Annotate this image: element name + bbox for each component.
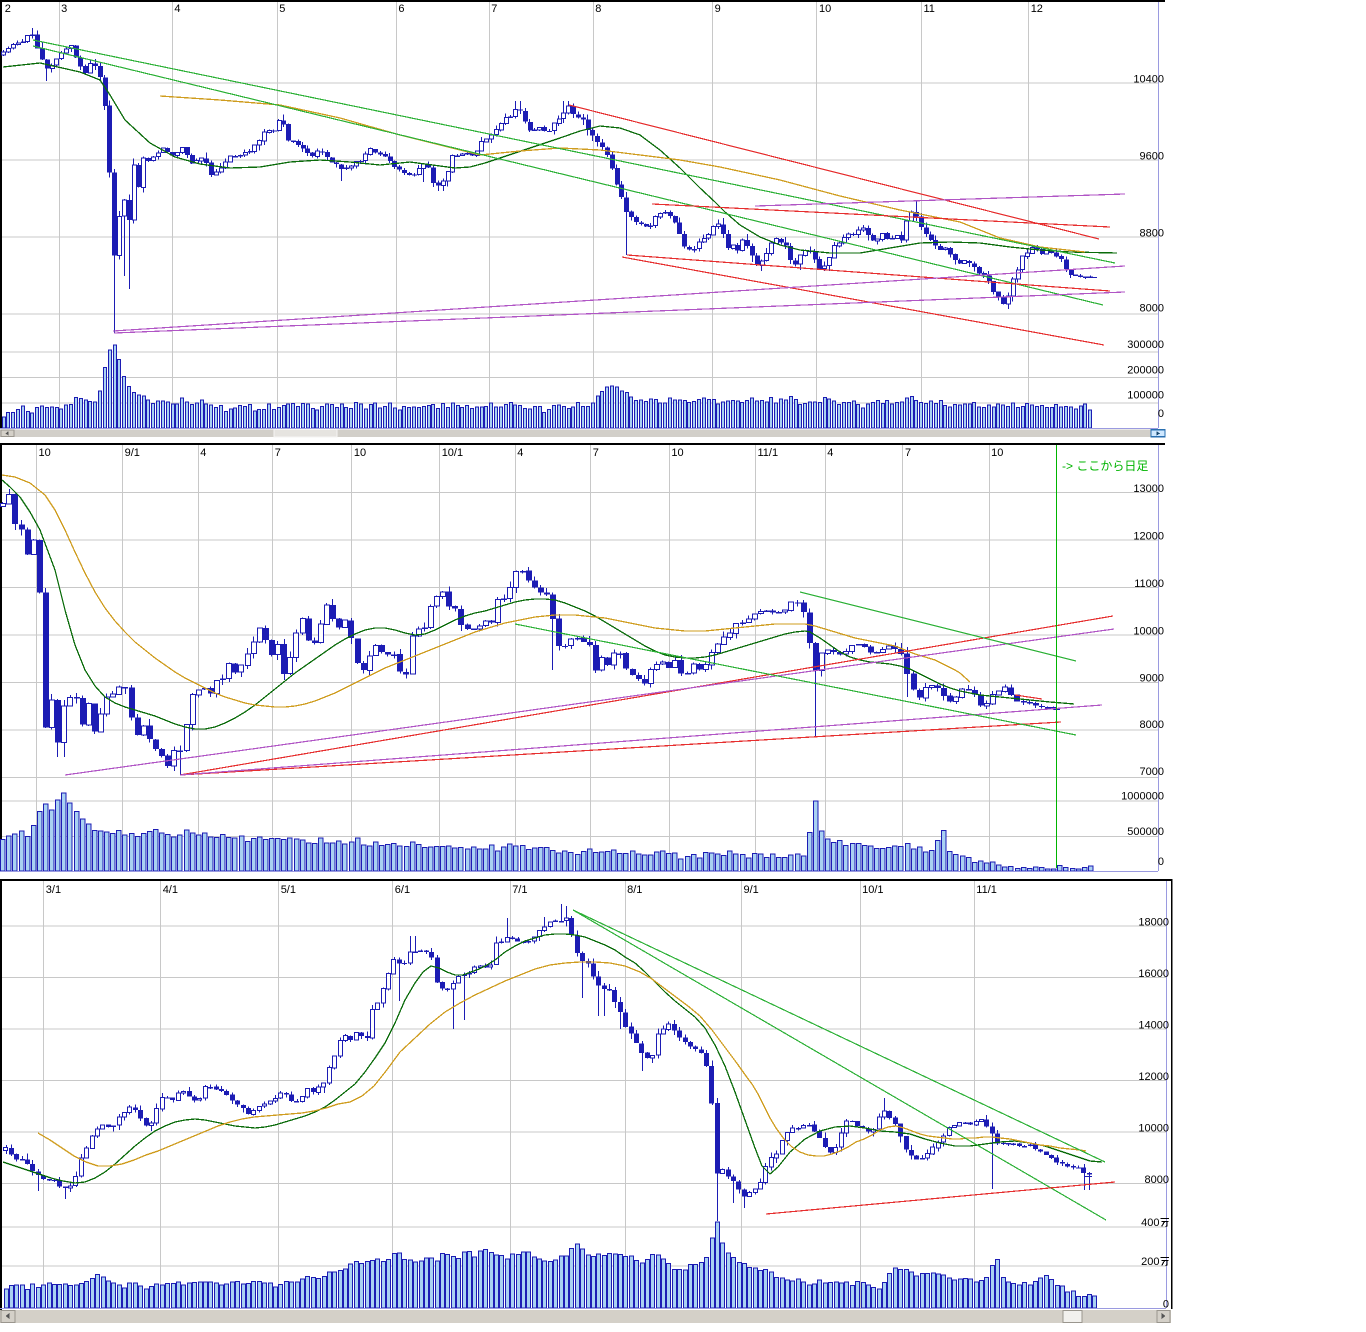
svg-text:4: 4: [200, 447, 206, 459]
svg-text:9: 9: [715, 3, 721, 15]
svg-text:14000: 14000: [1138, 1019, 1169, 1031]
svg-text:9/1: 9/1: [125, 447, 140, 459]
svg-text:4: 4: [174, 3, 180, 15]
svg-text:12: 12: [1031, 3, 1043, 15]
svg-text:8000: 8000: [1145, 1174, 1169, 1186]
svg-text:12000: 12000: [1138, 1071, 1169, 1083]
svg-text:10000: 10000: [1133, 626, 1164, 638]
svg-text:-> ここから日足: -> ここから日足: [1062, 459, 1148, 473]
svg-text:5: 5: [279, 3, 285, 15]
svg-text:18000: 18000: [1138, 916, 1169, 928]
svg-text:9600: 9600: [1140, 150, 1164, 162]
svg-text:10: 10: [991, 447, 1003, 459]
svg-text:11/1: 11/1: [758, 447, 779, 459]
svg-text:6/1: 6/1: [395, 884, 410, 896]
svg-text:8000: 8000: [1140, 302, 1164, 314]
svg-text:0: 0: [1158, 408, 1164, 420]
svg-text:12000: 12000: [1133, 531, 1164, 543]
svg-text:4: 4: [517, 447, 523, 459]
svg-text:7/1: 7/1: [512, 884, 527, 896]
svg-text:7: 7: [491, 3, 497, 15]
svg-text:10400: 10400: [1133, 73, 1164, 85]
svg-text:8: 8: [595, 3, 601, 15]
svg-text:7000: 7000: [1140, 766, 1164, 778]
svg-text:200000: 200000: [1127, 364, 1164, 376]
svg-text:6: 6: [398, 3, 404, 15]
svg-text:11/1: 11/1: [976, 884, 997, 896]
svg-text:11: 11: [924, 3, 935, 15]
svg-text:10/1: 10/1: [862, 884, 883, 896]
svg-text:8/1: 8/1: [627, 884, 642, 896]
svg-text:200: 200: [1141, 1256, 1159, 1268]
svg-text:4: 4: [827, 447, 833, 459]
svg-text:0: 0: [1163, 1298, 1169, 1310]
svg-text:7: 7: [905, 447, 911, 459]
svg-text:400: 400: [1141, 1217, 1159, 1229]
svg-text:0: 0: [1158, 856, 1164, 868]
svg-text:10: 10: [819, 3, 831, 15]
svg-text:500000: 500000: [1127, 826, 1164, 838]
svg-text:7: 7: [593, 447, 599, 459]
svg-text:16000: 16000: [1138, 968, 1169, 980]
svg-text:300000: 300000: [1127, 339, 1164, 351]
svg-text:4/1: 4/1: [163, 884, 178, 896]
svg-text:100000: 100000: [1127, 390, 1164, 402]
svg-text:2: 2: [5, 3, 11, 15]
svg-text:10: 10: [39, 447, 51, 459]
svg-text:9/1: 9/1: [744, 884, 759, 896]
svg-text:10/1: 10/1: [442, 447, 463, 459]
svg-text:10: 10: [671, 447, 683, 459]
svg-text:10: 10: [354, 447, 366, 459]
svg-text:8800: 8800: [1140, 227, 1164, 239]
svg-text:10000: 10000: [1138, 1122, 1169, 1134]
svg-text:8000: 8000: [1140, 719, 1164, 731]
svg-text:3: 3: [61, 3, 67, 15]
svg-text:5/1: 5/1: [281, 884, 296, 896]
svg-text:13000: 13000: [1133, 483, 1164, 495]
svg-text:9000: 9000: [1140, 673, 1164, 685]
svg-text:1000000: 1000000: [1121, 791, 1164, 803]
svg-text:3/1: 3/1: [46, 884, 61, 896]
svg-text:11000: 11000: [1134, 578, 1164, 590]
svg-text:7: 7: [275, 447, 281, 459]
